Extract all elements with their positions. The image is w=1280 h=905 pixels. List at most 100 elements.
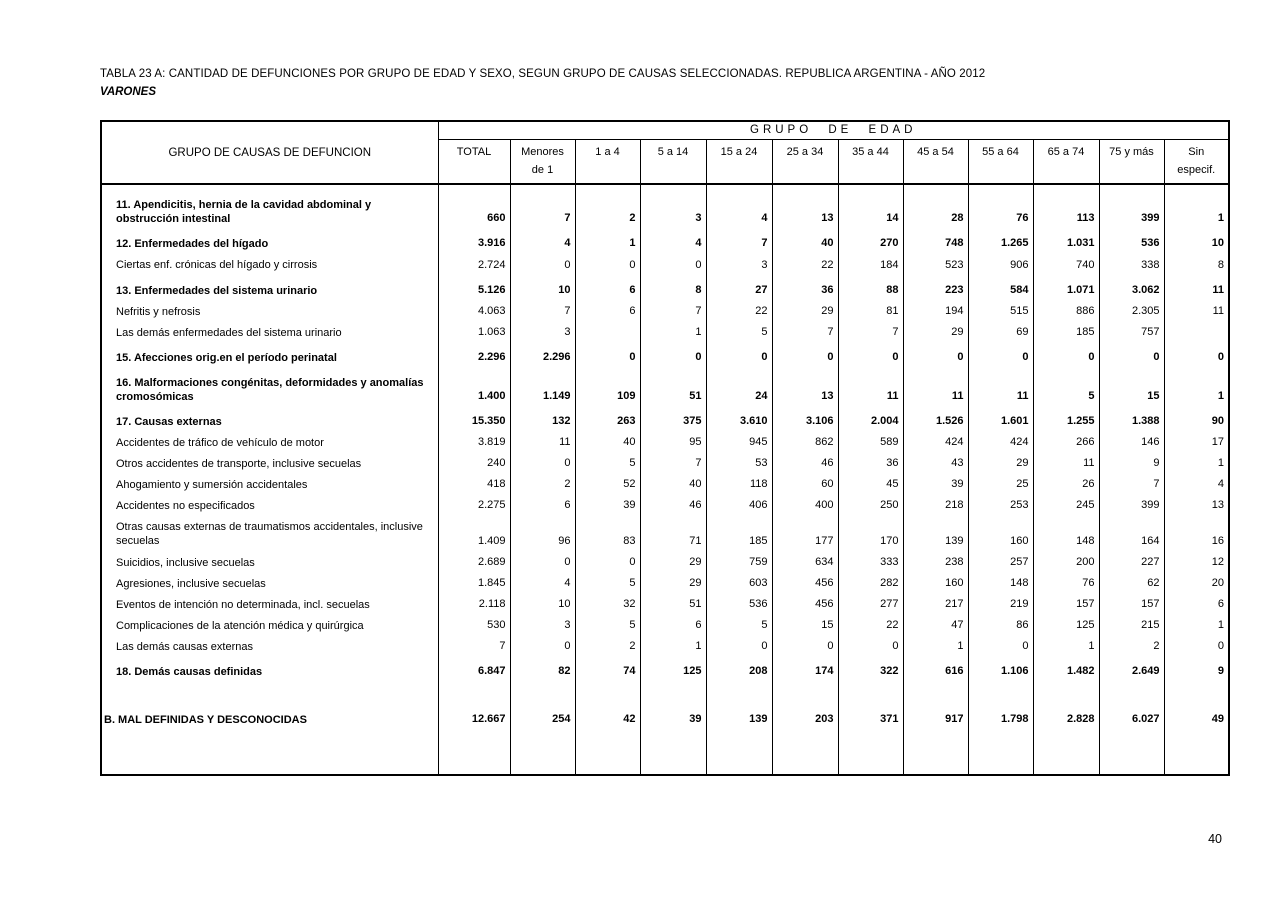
table-row: Eventos de intención no determinada, inc… <box>101 592 1229 614</box>
table-cell: 20 <box>1163 571 1229 593</box>
row-label: Complicaciones de la atención médica y q… <box>116 619 364 632</box>
table-cell: 148 <box>967 571 1033 593</box>
age-group-span-header: GRUPO DE EDAD <box>438 121 1229 140</box>
table-cell: 170 <box>837 515 903 551</box>
table-cell: 3 <box>705 253 772 275</box>
table-cell: 1.149 <box>509 366 575 406</box>
table-row: 16. Malformaciones congénitas, deformida… <box>101 366 1229 406</box>
column-header: 1 a 4 <box>574 139 640 186</box>
table-cell: 263 <box>574 405 640 432</box>
table-cell: 266 <box>1032 431 1099 453</box>
table-cell: 160 <box>967 515 1033 551</box>
table-cell: 40 <box>639 473 706 495</box>
causes-column-header: GRUPO DE CAUSAS DE DEFUNCION <box>101 121 439 186</box>
column-header: 35 a 44 <box>837 139 903 186</box>
row-label: 18. Demás causas definidas <box>116 665 263 678</box>
table-cell: 6 <box>574 299 640 321</box>
row-label: Ciertas enf. crónicas del hígado y cirro… <box>116 259 318 272</box>
table-cell: 5 <box>574 613 640 635</box>
table-cell: 200 <box>1032 550 1099 572</box>
table-cell: 185 <box>1032 320 1099 342</box>
table-cell: 1.063 <box>437 320 510 342</box>
table-cell: 160 <box>902 571 968 593</box>
table-cell: 254 <box>509 680 575 730</box>
table-row: B. MAL DEFINIDAS Y DESCONOCIDAS 12.667 254… <box>101 680 1229 730</box>
table-cell: 5 <box>705 320 772 342</box>
table-cell: 2 <box>574 634 640 656</box>
table-cell: 0 <box>837 341 903 367</box>
table-cell: 4 <box>639 228 706 254</box>
row-label: Suicidios, inclusive secuelas <box>116 556 255 569</box>
table-cell: 96 <box>509 515 575 551</box>
table-cell: 177 <box>771 515 838 551</box>
table-cell: 15 <box>1098 366 1164 406</box>
table-cell: 603 <box>705 571 772 593</box>
row-label: Otros accidentes de transporte, inclusiv… <box>116 458 362 471</box>
table-row: Las demás causas externas 7 0 2 1 0 0 0 1 0 1 2 0 <box>101 634 1229 656</box>
table-cell: 371 <box>837 680 903 730</box>
row-label: Nefritis y nefrosis <box>116 305 201 318</box>
table-cell: 2 <box>509 473 575 495</box>
table-cell: 71 <box>639 515 706 551</box>
table-cell: 1 <box>639 320 706 342</box>
table-cell: 0 <box>1163 634 1229 656</box>
row-label: Las demás causas externas <box>116 640 253 653</box>
table-cell: 1.106 <box>967 655 1033 681</box>
table-cell: 0 <box>509 452 575 474</box>
row-label: Accidentes no especificados <box>116 500 255 513</box>
table-cell: 406 <box>705 494 772 516</box>
table-cell: 333 <box>837 550 903 572</box>
table-cell: 1.601 <box>967 405 1033 432</box>
table-cell: 113 <box>1032 184 1099 229</box>
table-cell: 6 <box>574 274 640 300</box>
table-cell: 185 <box>705 515 772 551</box>
table-cell: 0 <box>574 253 640 275</box>
table-cell: 22 <box>771 253 838 275</box>
table-cell: 862 <box>771 431 838 453</box>
table-cell: 1.071 <box>1032 274 1099 300</box>
table-cell: 11 <box>509 431 575 453</box>
table-cell: 9 <box>1098 452 1164 474</box>
table-cell: 0 <box>509 253 575 275</box>
table-row: Agresiones, inclusive secuelas 1.845 4 5 29 6… <box>101 571 1229 593</box>
table-cell: 424 <box>902 431 968 453</box>
table-cell: 26 <box>1032 473 1099 495</box>
page-number: 40 <box>1208 832 1222 846</box>
table-cell: 1.482 <box>1032 655 1099 681</box>
column-header: TOTAL <box>437 139 510 186</box>
table-cell: 36 <box>837 452 903 474</box>
table-cell: 1.526 <box>902 405 968 432</box>
row-label: 13. Enfermedades del sistema urinario <box>116 284 318 297</box>
table-row: 15. Afecciones orig.en el período perina… <box>101 341 1229 367</box>
table-cell: 86 <box>967 613 1033 635</box>
table-cell: 0 <box>639 253 706 275</box>
table-cell: 46 <box>639 494 706 516</box>
table-cell: 17 <box>1163 431 1229 453</box>
table-cell: 82 <box>509 655 575 681</box>
table-body: 11. Apendicitis, hernia de la cavidad ab… <box>101 184 1229 776</box>
table-cell: 219 <box>967 592 1033 614</box>
table-cell: 270 <box>837 228 903 254</box>
table-cell: 906 <box>967 253 1033 275</box>
table-cell: 1 <box>639 634 706 656</box>
row-label: B. MAL DEFINIDAS Y DESCONOCIDAS <box>104 713 307 726</box>
table-cell: 5 <box>574 452 640 474</box>
table-cell: 139 <box>902 515 968 551</box>
table-row: 18. Demás causas definidas 6.847 82 74 125 20… <box>101 655 1229 681</box>
table-cell: 5 <box>574 571 640 593</box>
table-cell: 6 <box>1163 592 1229 614</box>
table-cell: 45 <box>837 473 903 495</box>
table-cell: 5.126 <box>437 274 510 300</box>
table-cell: 456 <box>771 571 838 593</box>
row-label: Las demás enfermedades del sistema urina… <box>116 326 342 339</box>
table-cell <box>1163 320 1229 342</box>
table-cell: 0 <box>574 550 640 572</box>
table-cell: 0 <box>509 634 575 656</box>
table-cell: 148 <box>1032 515 1099 551</box>
table-cell: 29 <box>902 320 968 342</box>
table-cell: 223 <box>902 274 968 300</box>
table-cell: 14 <box>837 184 903 229</box>
row-label: 16. Malformaciones congénitas, deformida… <box>116 376 424 403</box>
table-cell: 12.667 <box>437 680 510 730</box>
